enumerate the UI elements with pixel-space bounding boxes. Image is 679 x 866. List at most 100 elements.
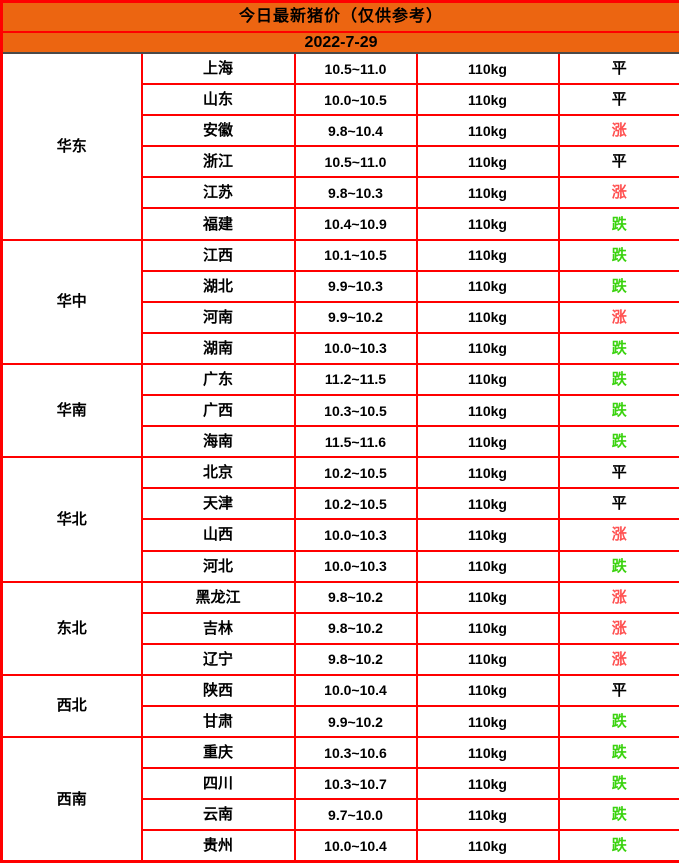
weight-cell: 110kg xyxy=(415,425,560,459)
province-cell: 福建 xyxy=(140,207,296,241)
table-row: 天津 10.2~10.5 110kg 平 xyxy=(2,487,679,521)
table-row: 湖南 10.0~10.3 110kg 跌 xyxy=(2,331,679,365)
price-range-cell: 9.8~10.2 xyxy=(293,642,418,676)
trend-cell: 跌 xyxy=(557,207,679,241)
price-range-cell: 9.9~10.3 xyxy=(293,269,418,303)
weight-cell: 110kg xyxy=(415,736,560,770)
weight-cell: 110kg xyxy=(415,767,560,801)
trend-cell: 跌 xyxy=(557,549,679,583)
weight-cell: 110kg xyxy=(415,487,560,521)
table-row: 福建 10.4~10.9 110kg 跌 xyxy=(2,207,679,241)
province-cell: 广西 xyxy=(140,394,296,428)
trend-cell: 涨 xyxy=(557,611,679,645)
trend-cell: 跌 xyxy=(557,238,679,272)
date-row: 2022-7-29 xyxy=(0,31,679,54)
table-row: 山西 10.0~10.3 110kg 涨 xyxy=(2,518,679,552)
trend-cell: 跌 xyxy=(557,798,679,832)
province-cell: 湖南 xyxy=(140,331,296,365)
trend-cell: 跌 xyxy=(557,269,679,303)
weight-cell: 110kg xyxy=(415,176,560,210)
price-range-cell: 10.3~10.7 xyxy=(293,767,418,801)
table-row: 江苏 9.8~10.3 110kg 涨 xyxy=(2,176,679,210)
trend-cell: 涨 xyxy=(557,580,679,614)
weight-cell: 110kg xyxy=(415,642,560,676)
price-range-cell: 9.9~10.2 xyxy=(293,300,418,334)
price-range-cell: 9.8~10.3 xyxy=(293,176,418,210)
weight-cell: 110kg xyxy=(415,269,560,303)
table-row: 辽宁 9.8~10.2 110kg 涨 xyxy=(2,642,679,676)
table-row: 广西 10.3~10.5 110kg 跌 xyxy=(2,394,679,428)
region-cell: 华北 xyxy=(0,456,143,583)
province-cell: 山西 xyxy=(140,518,296,552)
province-cell: 河南 xyxy=(140,300,296,334)
price-range-cell: 10.4~10.9 xyxy=(293,207,418,241)
price-range-cell: 10.2~10.5 xyxy=(293,456,418,490)
price-range-cell: 10.0~10.5 xyxy=(293,83,418,117)
price-range-cell: 10.5~11.0 xyxy=(293,51,418,86)
trend-cell: 跌 xyxy=(557,767,679,801)
trend-cell: 跌 xyxy=(557,394,679,428)
table-row: 吉林 9.8~10.2 110kg 涨 xyxy=(2,611,679,645)
trend-cell: 平 xyxy=(557,51,679,86)
weight-cell: 110kg xyxy=(415,580,560,614)
weight-cell: 110kg xyxy=(415,331,560,365)
weight-cell: 110kg xyxy=(415,704,560,739)
price-range-cell: 9.8~10.2 xyxy=(293,611,418,645)
region-cell: 西南 xyxy=(0,736,143,863)
province-cell: 天津 xyxy=(140,487,296,521)
price-range-cell: 9.9~10.2 xyxy=(293,704,418,739)
table-row: 甘肃 9.9~10.2 110kg 跌 xyxy=(2,704,679,739)
province-cell: 安徽 xyxy=(140,114,296,148)
weight-cell: 110kg xyxy=(415,51,560,86)
trend-cell: 跌 xyxy=(557,425,679,459)
table-row: 安徽 9.8~10.4 110kg 涨 xyxy=(2,114,679,148)
table-row: 华东 上海 10.5~11.0 110kg 平 xyxy=(0,51,679,241)
trend-cell: 跌 xyxy=(557,736,679,770)
province-cell: 四川 xyxy=(140,767,296,801)
region-cell: 华南 xyxy=(0,362,143,459)
province-cell: 湖北 xyxy=(140,269,296,303)
weight-cell: 110kg xyxy=(415,798,560,832)
price-range-cell: 9.8~10.2 xyxy=(293,580,418,614)
table-row: 山东 10.0~10.5 110kg 平 xyxy=(2,83,679,117)
table-row: 西北 陕西 10.0~10.4 110kg 平 xyxy=(0,673,679,739)
price-range-cell: 10.0~10.3 xyxy=(293,518,418,552)
trend-cell: 平 xyxy=(557,145,679,179)
region-cell: 华中 xyxy=(0,238,143,365)
province-cell: 贵州 xyxy=(140,829,296,863)
province-cell: 陕西 xyxy=(140,673,296,707)
province-cell: 云南 xyxy=(140,798,296,832)
price-range-cell: 10.0~10.4 xyxy=(293,673,418,707)
province-cell: 上海 xyxy=(140,51,296,86)
trend-cell: 跌 xyxy=(557,829,679,863)
weight-cell: 110kg xyxy=(415,829,560,863)
weight-cell: 110kg xyxy=(415,518,560,552)
province-cell: 海南 xyxy=(140,425,296,459)
province-cell: 吉林 xyxy=(140,611,296,645)
table-row: 西南 重庆 10.3~10.6 110kg 跌 xyxy=(0,736,679,863)
trend-cell: 平 xyxy=(557,673,679,707)
page-title: 今日最新猪价（仅供参考） xyxy=(0,0,679,33)
province-cell: 辽宁 xyxy=(140,642,296,676)
weight-cell: 110kg xyxy=(415,114,560,148)
trend-cell: 平 xyxy=(557,83,679,117)
table-row: 河南 9.9~10.2 110kg 涨 xyxy=(2,300,679,334)
province-cell: 北京 xyxy=(140,456,296,490)
province-cell: 甘肃 xyxy=(140,704,296,739)
province-cell: 河北 xyxy=(140,549,296,583)
trend-cell: 平 xyxy=(557,456,679,490)
trend-cell: 跌 xyxy=(557,362,679,397)
region-cell: 东北 xyxy=(0,580,143,676)
price-range-cell: 10.5~11.0 xyxy=(293,145,418,179)
trend-cell: 涨 xyxy=(557,300,679,334)
region-cell: 西北 xyxy=(0,673,143,739)
weight-cell: 110kg xyxy=(415,207,560,241)
trend-cell: 涨 xyxy=(557,518,679,552)
weight-cell: 110kg xyxy=(415,238,560,272)
weight-cell: 110kg xyxy=(415,456,560,490)
table-row: 河北 10.0~10.3 110kg 跌 xyxy=(2,549,679,583)
trend-cell: 平 xyxy=(557,487,679,521)
price-range-cell: 11.2~11.5 xyxy=(293,362,418,397)
